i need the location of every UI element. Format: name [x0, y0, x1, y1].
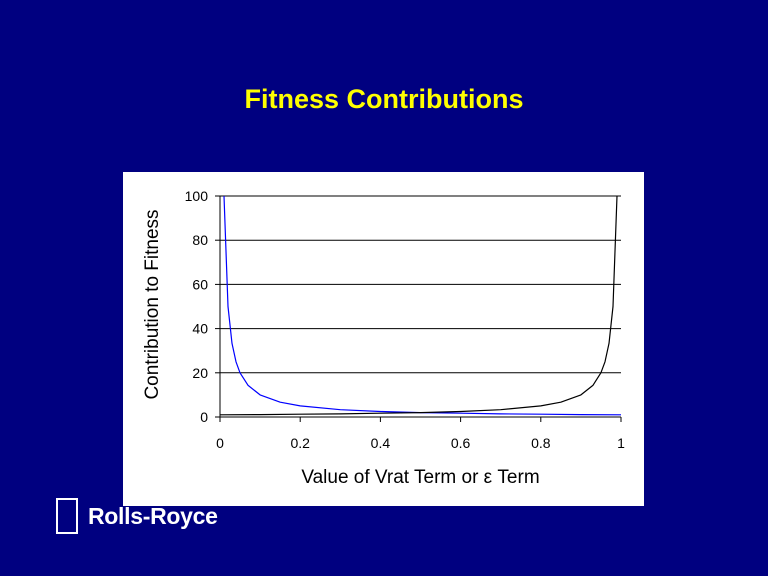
chart-panel: 0 20 40 60 80 100 0 0.2 0.4 0.6 0.8 1 Value of Vrat …	[123, 172, 644, 506]
x-axis-title: Value of Vrat Term or ε Term	[301, 467, 539, 488]
y-axis-title: Contribution to Fitness	[142, 209, 163, 399]
y-tick-label: 80	[192, 232, 208, 248]
series-line-2	[219, 195, 618, 416]
y-tick-label: 60	[192, 276, 208, 292]
x-tick-label: 0	[216, 435, 224, 451]
x-tick-label: 0.4	[371, 435, 391, 451]
line-chart: 0 20 40 60 80 100 0 0.2 0.4 0.6 0.8 1 Value of Vrat …	[142, 188, 625, 488]
y-tick-label: 40	[192, 321, 208, 337]
x-tick-label: 1	[617, 435, 625, 451]
y-tick-label: 100	[185, 188, 209, 204]
series-line-1	[223, 195, 622, 416]
x-tick-label: 0.6	[451, 435, 471, 451]
y-tick-label: 0	[200, 409, 208, 425]
y-tick-label: 20	[192, 365, 208, 381]
rolls-royce-logo: Rolls-Royce	[56, 497, 218, 535]
x-tick-label: 0.2	[290, 435, 310, 451]
rr-badge-icon	[56, 498, 78, 534]
x-tick-label: 0.8	[531, 435, 551, 451]
logo-wordmark: Rolls-Royce	[88, 502, 218, 529]
slide-title: Fitness Contributions	[244, 84, 524, 114]
